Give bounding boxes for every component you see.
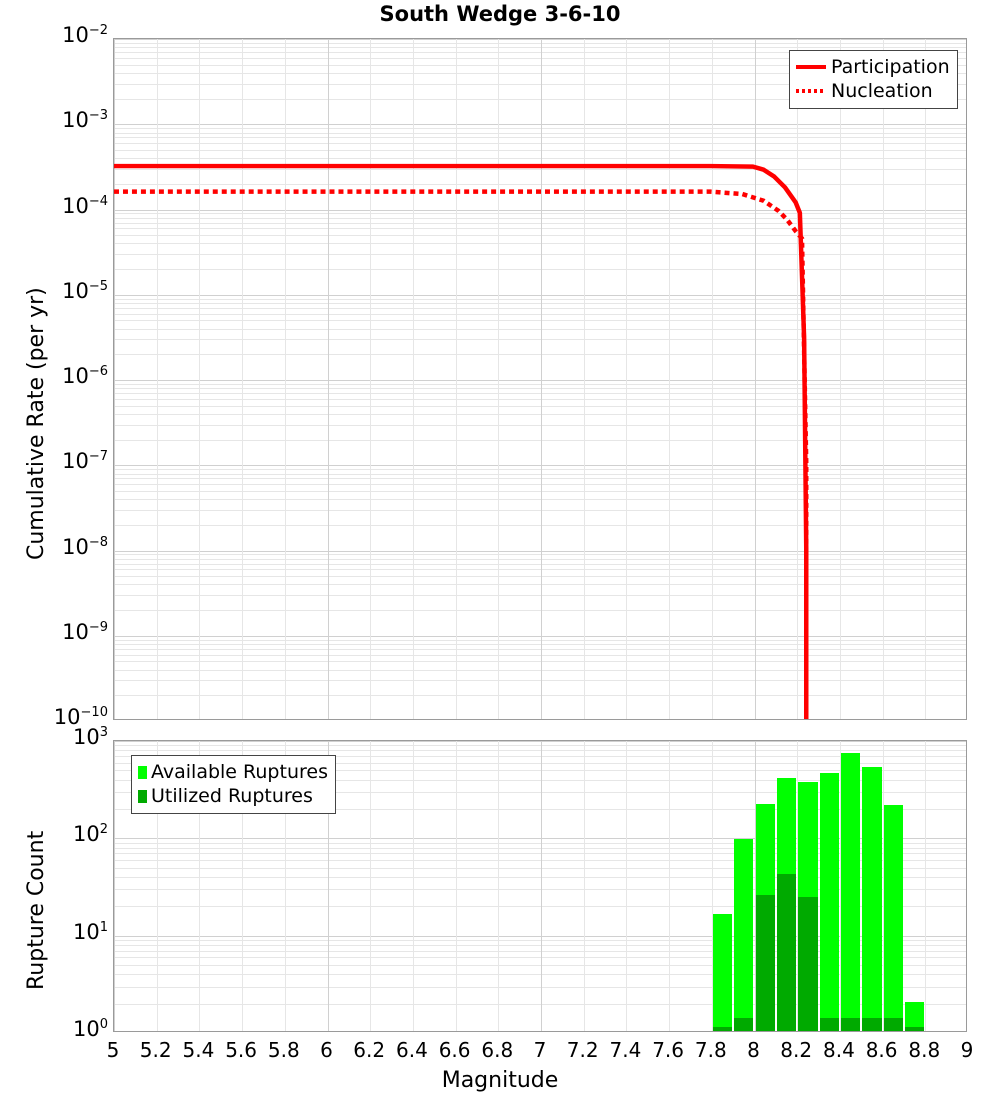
legend-item-available-ruptures: Available Ruptures bbox=[138, 760, 328, 784]
y-axis-tick-label: 10−2 bbox=[62, 23, 108, 47]
x-axis-tick-label: 8.4 bbox=[823, 1038, 855, 1062]
curve-participation bbox=[114, 166, 806, 719]
x-axis-tick-label: 6.4 bbox=[396, 1038, 428, 1062]
legend-label-available-ruptures: Available Ruptures bbox=[151, 761, 328, 783]
cumulative-rate-plot bbox=[113, 38, 967, 720]
x-axis-tick-label: 7.2 bbox=[567, 1038, 599, 1062]
y-axis-tick-label: 10−8 bbox=[62, 535, 108, 559]
y-axis-tick-label: 10−3 bbox=[62, 108, 108, 132]
gridline-vertical bbox=[925, 741, 926, 1031]
x-axis-tick-label: 6.6 bbox=[439, 1038, 471, 1062]
y-axis-tick-label: 10−5 bbox=[62, 279, 108, 303]
bar-utilized-ruptures bbox=[734, 1018, 753, 1031]
bar-available-ruptures bbox=[862, 767, 881, 1031]
x-axis-tick-label: 8.6 bbox=[866, 1038, 898, 1062]
x-axis-tick-label: 5.8 bbox=[268, 1038, 300, 1062]
bar-available-ruptures bbox=[884, 805, 903, 1031]
y-axis-tick-label: 102 bbox=[73, 822, 108, 846]
rate-curves bbox=[114, 39, 966, 719]
legend-label-participation: Participation bbox=[831, 56, 950, 78]
x-axis-title: Magnitude bbox=[0, 1068, 1000, 1093]
gridline-vertical bbox=[584, 741, 585, 1031]
page-title: South Wedge 3-6-10 bbox=[0, 2, 1000, 26]
bar-utilized-ruptures bbox=[820, 1018, 839, 1031]
x-axis-tick-label: 7.8 bbox=[695, 1038, 727, 1062]
participation-line-swatch-icon bbox=[796, 65, 826, 69]
legend-label-nucleation: Nucleation bbox=[831, 80, 933, 102]
available-ruptures-swatch-icon bbox=[138, 766, 147, 779]
bar-utilized-ruptures bbox=[777, 874, 796, 1031]
x-axis-tick-label: 5.2 bbox=[140, 1038, 172, 1062]
top-panel-y-axis-title: Cumulative Rate (per yr) bbox=[24, 287, 49, 560]
legend-item-utilized-ruptures: Utilized Ruptures bbox=[138, 784, 328, 808]
gridline-vertical bbox=[541, 741, 542, 1031]
bar-available-ruptures bbox=[734, 839, 753, 1031]
y-axis-tick-label: 100 bbox=[73, 1017, 108, 1041]
gridline-vertical bbox=[370, 741, 371, 1031]
bar-utilized-ruptures bbox=[756, 895, 775, 1031]
bar-available-ruptures bbox=[820, 773, 839, 1031]
x-axis-tick-label: 8.2 bbox=[780, 1038, 812, 1062]
bar-utilized-ruptures bbox=[798, 897, 817, 1031]
y-axis-tick-label: 10−6 bbox=[62, 364, 108, 388]
gridline-vertical bbox=[669, 741, 670, 1031]
y-axis-tick-label: 101 bbox=[73, 920, 108, 944]
bar-utilized-ruptures bbox=[884, 1018, 903, 1031]
y-axis-tick-label: 10−4 bbox=[62, 194, 108, 218]
y-axis-tick-label: 10−9 bbox=[62, 620, 108, 644]
bar-utilized-ruptures bbox=[713, 1027, 732, 1031]
x-axis-tick-label: 7 bbox=[534, 1038, 547, 1062]
legend-label-utilized-ruptures: Utilized Ruptures bbox=[151, 785, 313, 807]
utilized-ruptures-swatch-icon bbox=[138, 790, 147, 803]
x-axis-tick-label: 6.2 bbox=[353, 1038, 385, 1062]
bar-utilized-ruptures bbox=[841, 1018, 860, 1031]
bar-utilized-ruptures bbox=[905, 1027, 924, 1031]
x-axis-tick-label: 9 bbox=[961, 1038, 974, 1062]
gridline-vertical bbox=[413, 741, 414, 1031]
figure-root: South Wedge 3-6-10 10−2 10−3 10−4 10−5 10−6 1… bbox=[0, 0, 1000, 1100]
y-axis-tick-label: 10−7 bbox=[62, 449, 108, 473]
y-axis-tick-label: 103 bbox=[73, 725, 108, 749]
gridline-vertical bbox=[626, 741, 627, 1031]
x-axis-tick-label: 8 bbox=[747, 1038, 760, 1062]
x-axis-tick-label: 5.6 bbox=[225, 1038, 257, 1062]
x-axis-tick-label: 6.8 bbox=[481, 1038, 513, 1062]
bar-available-ruptures bbox=[713, 914, 732, 1031]
gridline-vertical bbox=[456, 741, 457, 1031]
legend-item-nucleation: Nucleation bbox=[796, 79, 950, 103]
gridline-vertical bbox=[114, 741, 115, 1031]
x-axis-tick-label: 7.6 bbox=[652, 1038, 684, 1062]
bar-available-ruptures bbox=[841, 753, 860, 1031]
curve-nucleation bbox=[114, 192, 806, 719]
x-axis-tick-label: 6 bbox=[320, 1038, 333, 1062]
bottom-panel-y-axis-title: Rupture Count bbox=[24, 831, 49, 990]
gridline-vertical bbox=[498, 741, 499, 1031]
x-axis-tick-label: 5 bbox=[107, 1038, 120, 1062]
nucleation-dotted-line-swatch-icon bbox=[796, 89, 826, 93]
rate-legend: Participation Nucleation bbox=[789, 50, 958, 109]
x-axis-tick-label: 8.8 bbox=[908, 1038, 940, 1062]
rupture-legend: Available Ruptures Utilized Ruptures bbox=[131, 755, 336, 814]
x-axis-tick-label: 5.4 bbox=[182, 1038, 214, 1062]
x-axis-tick-label: 7.4 bbox=[609, 1038, 641, 1062]
legend-item-participation: Participation bbox=[796, 55, 950, 79]
bar-utilized-ruptures bbox=[862, 1018, 881, 1031]
